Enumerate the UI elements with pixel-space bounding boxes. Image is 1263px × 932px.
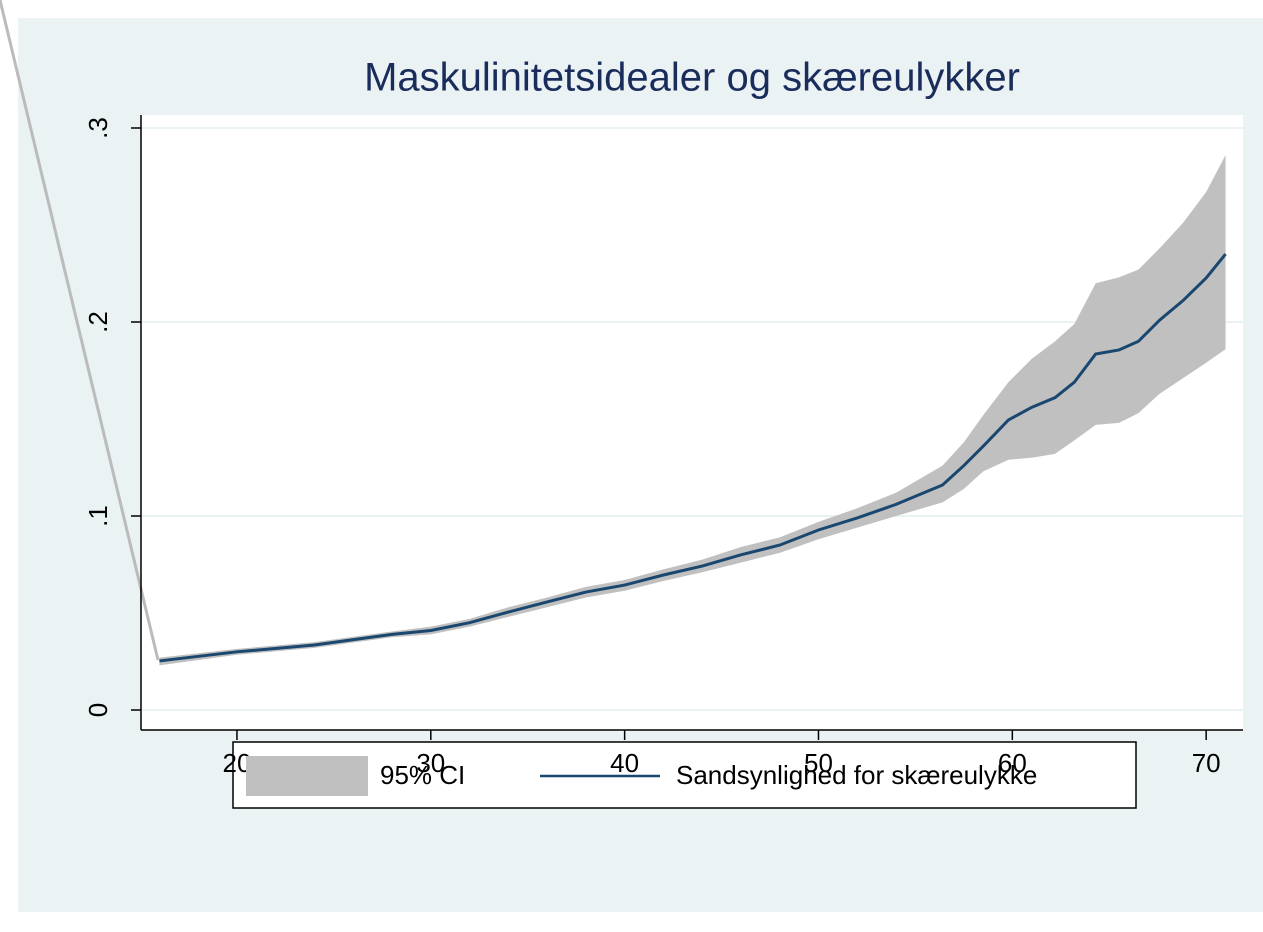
x-tick-label: 60: [998, 748, 1027, 778]
x-tick-label: 40: [610, 748, 639, 778]
y-tick-label: 0: [83, 703, 113, 717]
y-tick-label: .1: [83, 505, 113, 527]
legend: [232, 741, 1137, 809]
line: [159, 253, 1227, 663]
chart-title: Maskulinitetsidealer og skæreulykker: [364, 56, 1020, 100]
x-tick-label: 30: [416, 748, 445, 778]
artifact-line: [0, 0, 160, 661]
legend-swatch: [246, 756, 368, 796]
y-tick-label: .2: [83, 311, 113, 333]
ci-band: [159, 155, 1226, 666]
x-tick-label: 50: [804, 748, 833, 778]
x-tick-label: 70: [1192, 748, 1221, 778]
legend-label: Sandsynlighed for skæreulykke: [676, 760, 1037, 790]
y-tick-label: .3: [83, 117, 113, 139]
legend-label: 95% CI: [380, 760, 465, 790]
